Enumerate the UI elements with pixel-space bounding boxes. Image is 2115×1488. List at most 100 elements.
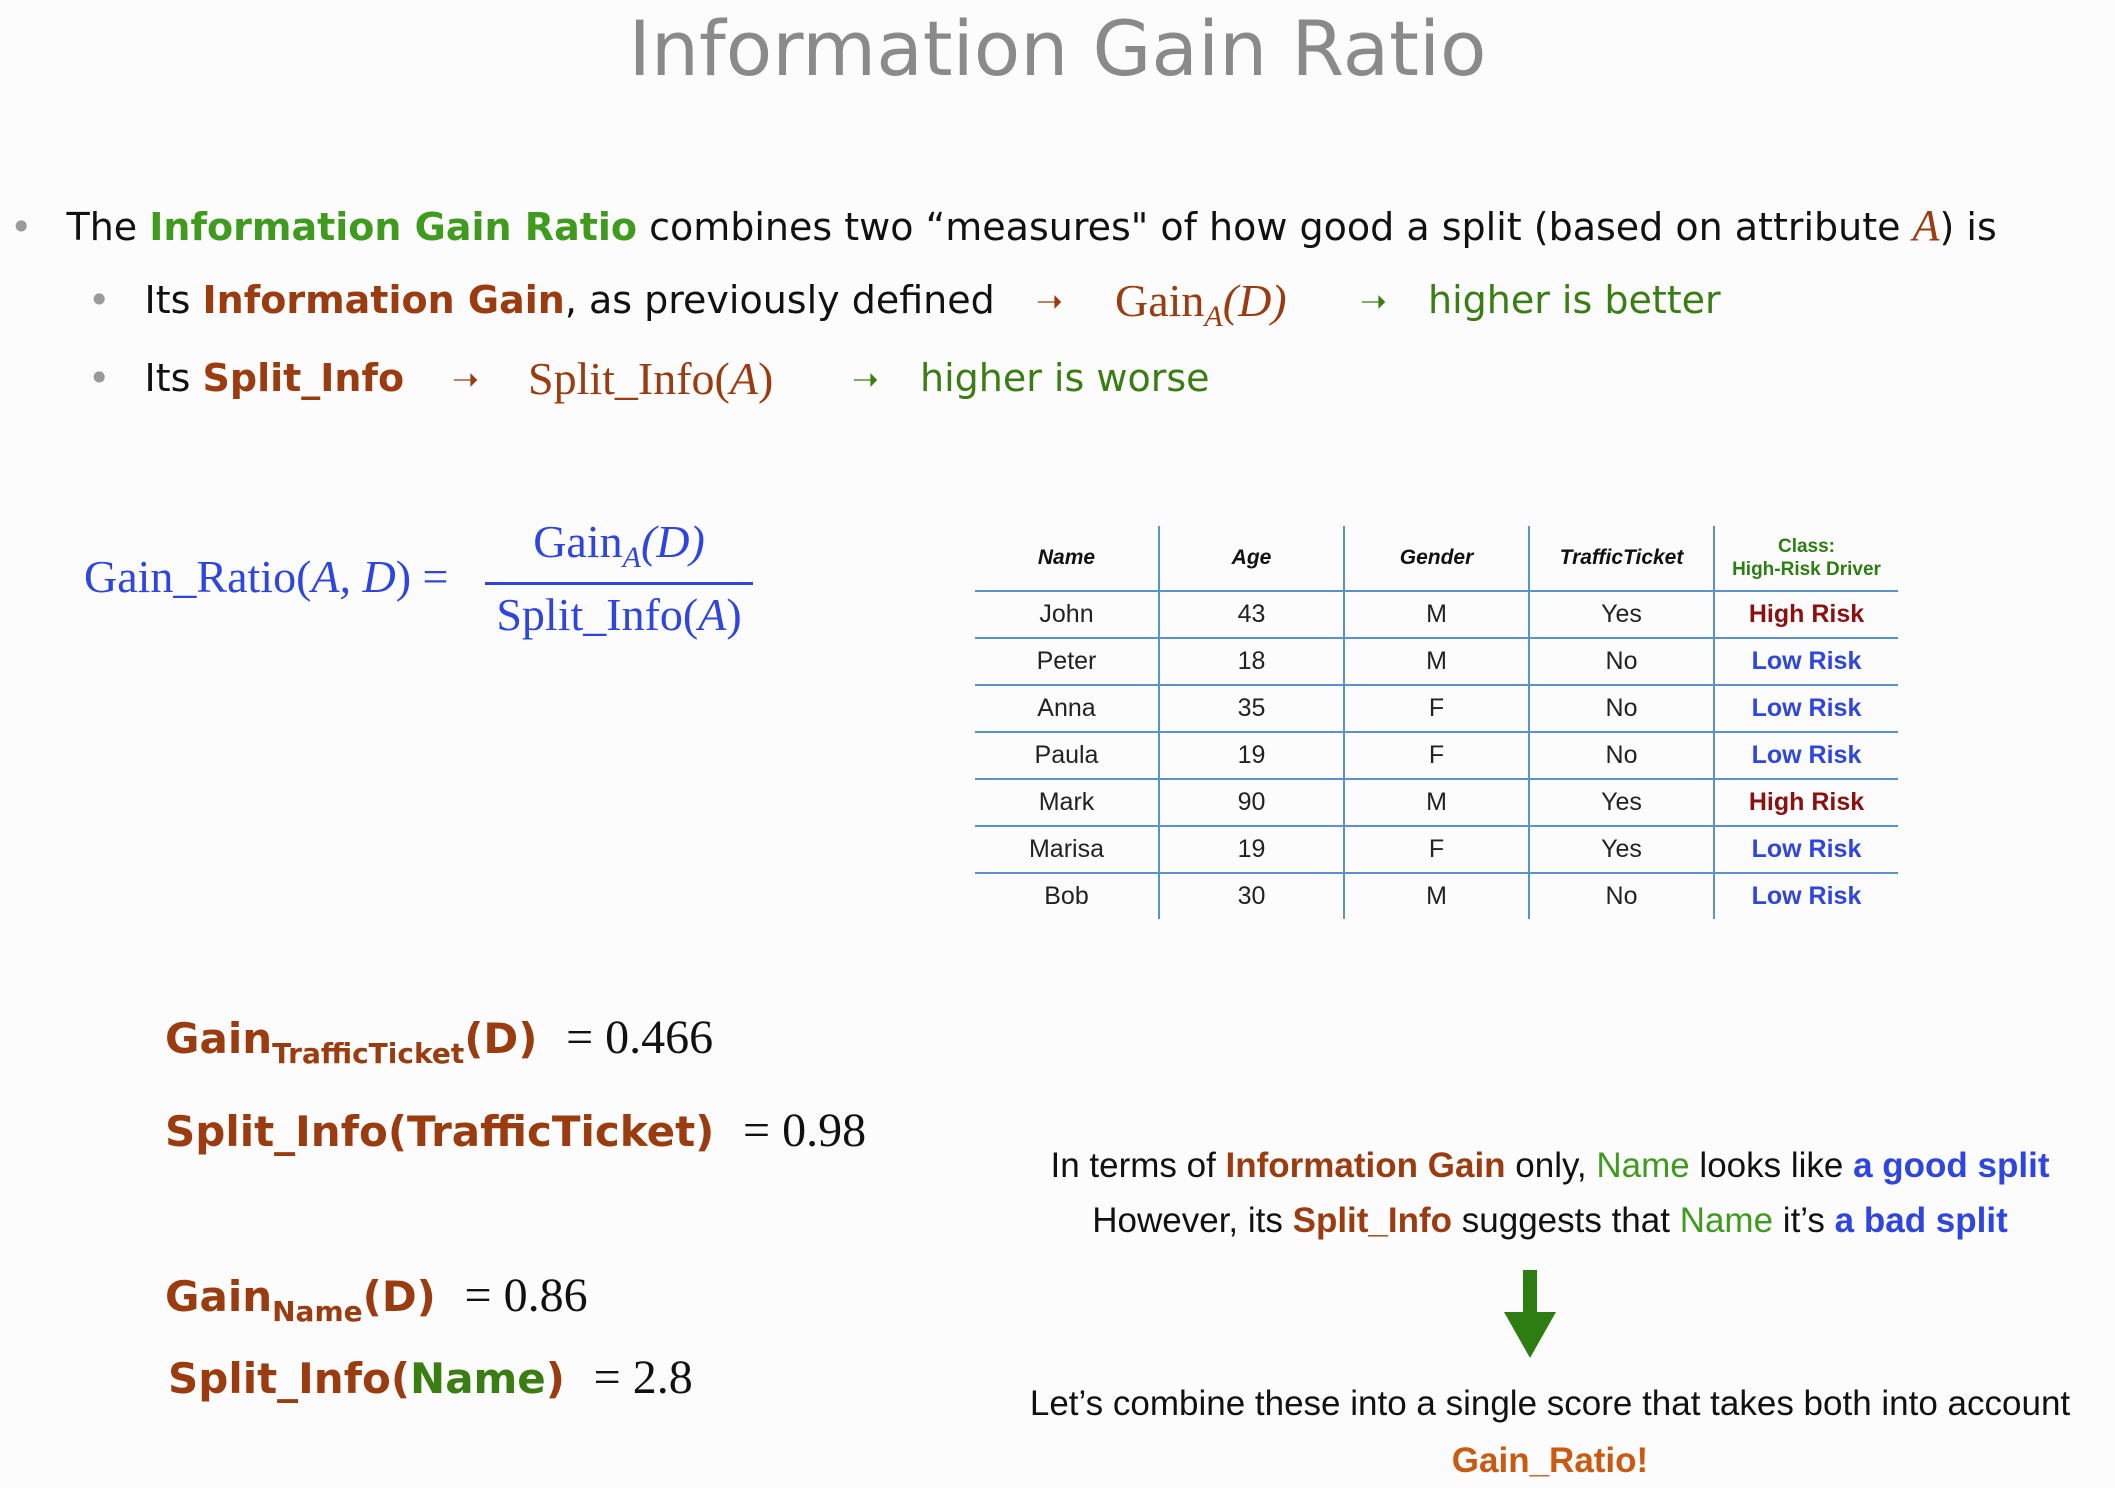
down-arrow-icon [1504,1270,1556,1358]
cell-trafficticket: Yes [1528,825,1714,873]
cell-trafficticket: No [1528,731,1714,779]
cell-gender: M [1343,778,1529,826]
col-header-name: Name [975,526,1159,592]
cell-age: 19 [1158,825,1344,873]
gain-name-arg: (D) [362,1272,436,1321]
cell-name: Anna [975,684,1159,732]
den-prefix: Split_Info( [496,589,699,640]
driver-table: Name Age Gender TrafficTicket Class: Hig… [975,526,1898,919]
sub2-highlight: Split_Info [202,356,405,400]
right-arrow-icon: ➝ [1036,283,1063,319]
cell-class: Low Risk [1713,731,1898,779]
note2-bad-split: a bad split [1834,1201,2008,1240]
gain-ratio-callout: Gain_Ratio! [1451,1441,1649,1480]
splitinfo-name-eq: Split_Info(Name) = 2.8 [168,1350,693,1405]
cell-name: Bob [975,872,1159,919]
page-title: Information Gain Ratio [628,4,1487,93]
table-row: Paula 19 F No Low Risk [975,731,1898,779]
cell-class: High Risk [1713,778,1898,826]
bullet-sub-splitinfo: • Its Split_Info [88,356,404,400]
split-name-prefix: Split_Info( [168,1354,411,1403]
cell-age: 35 [1158,684,1344,732]
split-name-suffix: ) [545,1354,565,1403]
sub2-formula-arg: A [729,353,758,404]
cell-age: 30 [1158,872,1344,919]
cell-age: 18 [1158,637,1344,685]
num-sub: A [622,541,641,575]
class-header-line1: Class: [1777,536,1836,557]
cell-gender: M [1343,637,1529,685]
class-header-line2: High-Risk Driver [1732,559,1881,580]
table-row: Anna 35 F No Low Risk [975,684,1898,732]
col-header-gender: Gender [1343,526,1529,592]
cell-age: 43 [1158,590,1344,638]
table-row: John 43 M Yes High Risk [975,590,1898,638]
cell-gender: M [1343,590,1529,638]
bullet-main-suffix: ) is [1939,205,1997,249]
note1-a: In terms of [1050,1146,1226,1185]
cell-class: Low Risk [1713,684,1898,732]
bullet-main: • The Information Gain Ratio combines tw… [10,200,1997,251]
den-suffix: ) [726,589,742,640]
note-line-1: In terms of Information Gain only, Name … [975,1146,2115,1186]
sub1-formula-sub: A [1204,300,1223,334]
cell-class: Low Risk [1713,637,1898,685]
split-tt-label: Split_Info(TrafficTicket) [165,1107,715,1156]
sub2-comment: higher is worse [920,356,1210,400]
col-header-age: Age [1158,526,1344,592]
note2-split-info: Split_Info [1292,1201,1453,1240]
gain-trafficticket-eq: GainTrafficTicket(D) = 0.466 [165,1010,713,1070]
note1-c: only, [1505,1146,1597,1185]
bullet-main-prefix: The [66,205,150,249]
note2-c: suggests that [1452,1201,1680,1240]
cell-name: Mark [975,778,1159,826]
gain-ratio-denominator: Split_Info(A) [485,588,753,641]
gain-tt-arg: (D) [464,1014,538,1063]
bullet-main-rest: combines two “measures" of how good a sp… [637,205,1913,249]
note1-name: Name [1596,1146,1690,1185]
table-row: Mark 90 M Yes High Risk [975,778,1898,826]
cell-trafficticket: No [1528,872,1714,919]
sub2-formula-text: Split_Info( [528,353,730,404]
sub1-formula: GainA(D) [1115,274,1287,334]
sub1-formula-base: Gain [1115,275,1205,326]
right-arrow-icon: ➝ [1360,283,1387,319]
note1-info-gain: Information Gain [1225,1146,1506,1185]
cell-trafficticket: Yes [1528,590,1714,638]
cell-trafficticket: No [1528,637,1714,685]
num-arg: (D) [640,516,705,567]
sub1-prefix: Its [144,278,203,322]
cell-name: Peter [975,637,1159,685]
note-line-3: Let’s combine these into a single score … [1029,1384,2071,1423]
table-row: Peter 18 M No Low Risk [975,637,1898,685]
gain-name-value: = 0.86 [464,1269,588,1322]
gain-ratio-lhs: Gain_Ratio(A, D) = [84,550,449,603]
gain-name-eq: GainName(D) = 0.86 [165,1268,588,1328]
note-line-2: However, its Split_Info suggests that Na… [975,1201,2115,1241]
bullet-dot-icon: • [10,205,33,249]
bullet-dot-icon: • [88,278,111,322]
note2-name: Name [1679,1201,1774,1240]
splitinfo-trafficticket-eq: Split_Info(TrafficTicket) = 0.98 [165,1103,866,1158]
lhs-prefix: Gain_Ratio( [84,551,312,602]
sub1-rest: , as previously defined [564,278,995,322]
cell-gender: F [1343,825,1529,873]
right-arrow-icon: ➝ [852,361,879,397]
cell-trafficticket: Yes [1528,778,1714,826]
cell-gender: F [1343,731,1529,779]
sub2-formula-close: ) [758,353,774,404]
gain-name-sub: Name [272,1295,363,1328]
sub1-comment: higher is better [1428,278,1721,322]
table-row: Bob 30 M No Low Risk [975,872,1898,919]
note2-a: However, its [1092,1201,1293,1240]
cell-name: Marisa [975,825,1159,873]
col-header-trafficticket: TrafficTicket [1528,526,1714,592]
cell-name: Paula [975,731,1159,779]
cell-name: John [975,590,1159,638]
gain-ratio-numerator: GainA(D) [485,515,753,575]
split-name-arg: Name [410,1354,546,1403]
cell-age: 19 [1158,731,1344,779]
col-header-class: Class: High-Risk Driver [1713,526,1898,592]
num-base: Gain [533,516,623,567]
den-arg: A [698,589,727,640]
